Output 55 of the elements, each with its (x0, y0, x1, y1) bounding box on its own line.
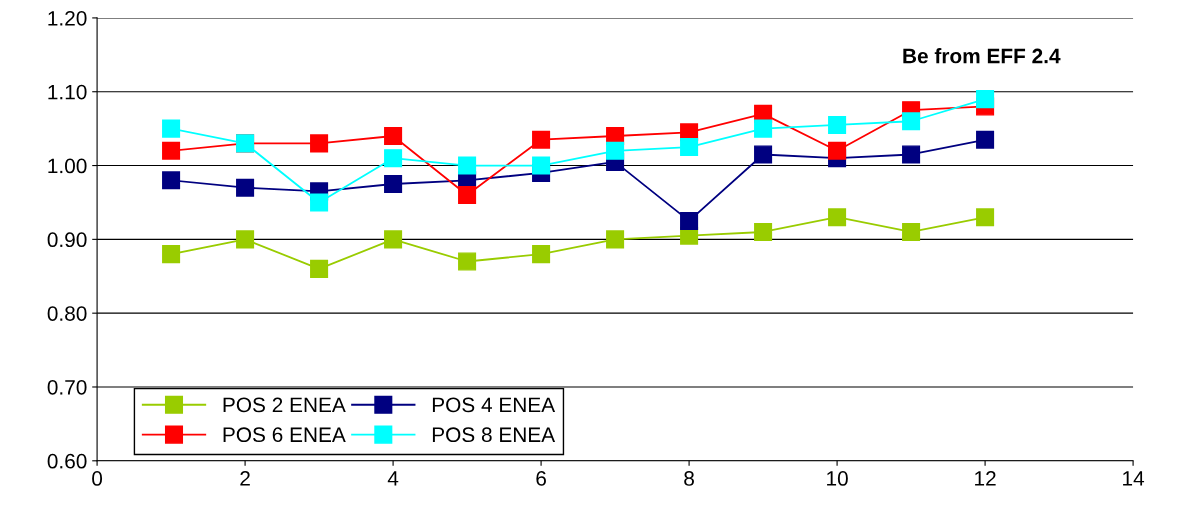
legend-label: POS 4 ENEA (432, 397, 556, 413)
point (458, 186, 477, 205)
point (976, 130, 995, 149)
point (384, 174, 403, 194)
point (532, 130, 551, 149)
point (902, 112, 921, 131)
point (754, 222, 773, 242)
y-tick-label: 1.00 (48, 158, 87, 174)
y-tick-label: 1.20 (48, 10, 87, 26)
point (162, 141, 181, 160)
point (828, 141, 847, 160)
legend-label: POS 6 ENEA (223, 427, 346, 443)
x-tick-label: 4 (387, 471, 399, 486)
point (384, 126, 403, 146)
point (458, 252, 477, 271)
point (162, 171, 181, 190)
point (902, 145, 921, 164)
point (754, 119, 773, 138)
point (162, 245, 181, 264)
y-tick-label: 0.60 (47, 453, 87, 469)
x-tick-label: 0 (92, 471, 103, 486)
point (532, 156, 551, 175)
point (458, 156, 477, 175)
point (310, 259, 329, 278)
point (606, 141, 625, 160)
point (902, 222, 921, 242)
point (532, 245, 551, 264)
point (310, 134, 329, 153)
x-tick-label: 8 (684, 471, 694, 486)
point (680, 138, 699, 157)
y-tick-label: 0.70 (47, 379, 87, 395)
y-tick-label: 1.10 (48, 84, 87, 100)
point (384, 149, 403, 168)
annotation: Be from EFF 2.4 (903, 48, 1061, 64)
point (976, 90, 995, 109)
x-tick-label: 10 (827, 471, 848, 486)
point (754, 145, 773, 164)
x-tick-label: 12 (975, 471, 996, 486)
point (976, 208, 995, 227)
point (162, 119, 181, 138)
point (828, 115, 847, 134)
point (384, 230, 403, 249)
x-tick-label: 6 (536, 471, 546, 486)
legend-label: POS 2 ENEA (223, 397, 346, 413)
y-tick-label: 0.80 (47, 306, 87, 321)
y-tick-label: 0.90 (47, 232, 87, 248)
point (236, 230, 255, 249)
legend-label: POS 8 ENEA (432, 427, 556, 443)
point (310, 193, 329, 212)
point (606, 230, 625, 249)
x-tick-label: 2 (240, 471, 250, 486)
x-tick-label: 14 (1123, 471, 1145, 486)
point (828, 208, 847, 227)
point (236, 178, 255, 197)
point (680, 211, 699, 230)
